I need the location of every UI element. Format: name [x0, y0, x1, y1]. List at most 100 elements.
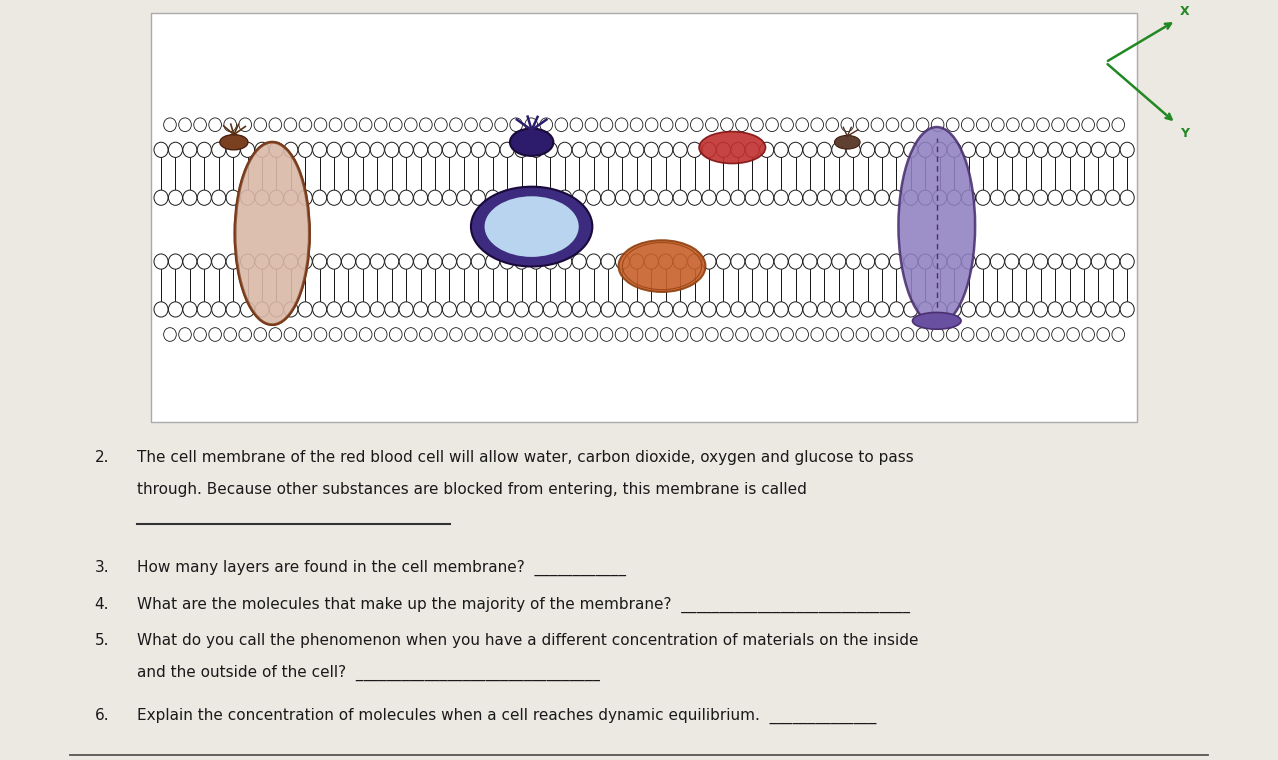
Ellipse shape [183, 302, 197, 317]
Ellipse shape [731, 190, 745, 205]
Ellipse shape [860, 190, 874, 205]
Ellipse shape [766, 328, 778, 341]
Ellipse shape [904, 142, 918, 157]
Ellipse shape [330, 118, 343, 131]
Ellipse shape [500, 190, 514, 205]
Ellipse shape [875, 302, 889, 317]
Ellipse shape [573, 254, 587, 269]
Ellipse shape [194, 118, 207, 131]
Ellipse shape [933, 254, 947, 269]
Ellipse shape [1091, 302, 1105, 317]
Ellipse shape [856, 118, 869, 131]
Ellipse shape [616, 190, 630, 205]
Ellipse shape [404, 328, 417, 341]
Ellipse shape [872, 118, 884, 131]
Ellipse shape [947, 190, 961, 205]
Ellipse shape [702, 302, 716, 317]
Ellipse shape [1105, 190, 1120, 205]
Ellipse shape [183, 190, 197, 205]
Ellipse shape [992, 118, 1005, 131]
Ellipse shape [254, 254, 268, 269]
Ellipse shape [1020, 302, 1034, 317]
Ellipse shape [774, 142, 789, 157]
Ellipse shape [341, 142, 355, 157]
Ellipse shape [901, 118, 914, 131]
Ellipse shape [1091, 190, 1105, 205]
Ellipse shape [1005, 142, 1019, 157]
Ellipse shape [702, 190, 716, 205]
Ellipse shape [1105, 254, 1120, 269]
Ellipse shape [1021, 118, 1034, 131]
Ellipse shape [239, 328, 252, 341]
FancyBboxPatch shape [151, 13, 1137, 422]
Ellipse shape [1036, 328, 1049, 341]
Ellipse shape [557, 190, 571, 205]
Ellipse shape [933, 190, 947, 205]
Ellipse shape [818, 254, 832, 269]
Ellipse shape [1077, 254, 1091, 269]
Ellipse shape [183, 254, 197, 269]
Ellipse shape [486, 190, 500, 205]
Ellipse shape [705, 328, 718, 341]
Ellipse shape [1112, 118, 1125, 131]
Ellipse shape [796, 328, 809, 341]
Text: 6.: 6. [95, 708, 109, 723]
Ellipse shape [515, 302, 529, 317]
Ellipse shape [781, 328, 794, 341]
Ellipse shape [573, 142, 587, 157]
Ellipse shape [803, 142, 817, 157]
Ellipse shape [976, 254, 990, 269]
Ellipse shape [226, 254, 240, 269]
Ellipse shape [1120, 254, 1135, 269]
Ellipse shape [486, 302, 500, 317]
Ellipse shape [1052, 118, 1065, 131]
Ellipse shape [240, 142, 254, 157]
Text: 2.: 2. [95, 450, 109, 465]
Ellipse shape [601, 190, 615, 205]
Ellipse shape [690, 118, 703, 131]
Ellipse shape [254, 118, 267, 131]
Ellipse shape [961, 302, 975, 317]
Ellipse shape [313, 190, 327, 205]
Ellipse shape [901, 328, 914, 341]
Ellipse shape [220, 135, 248, 150]
Ellipse shape [933, 302, 947, 317]
Ellipse shape [1062, 142, 1076, 157]
Ellipse shape [529, 190, 543, 205]
Ellipse shape [270, 190, 284, 205]
Ellipse shape [1034, 254, 1048, 269]
Ellipse shape [904, 190, 918, 205]
Ellipse shape [495, 328, 507, 341]
Ellipse shape [1062, 190, 1076, 205]
Ellipse shape [374, 328, 387, 341]
Ellipse shape [414, 190, 428, 205]
Ellipse shape [284, 328, 296, 341]
Ellipse shape [750, 118, 763, 131]
Ellipse shape [832, 302, 846, 317]
Ellipse shape [745, 142, 759, 157]
Ellipse shape [510, 128, 553, 156]
Ellipse shape [759, 142, 773, 157]
Ellipse shape [359, 328, 372, 341]
Ellipse shape [745, 302, 759, 317]
Ellipse shape [543, 190, 557, 205]
Ellipse shape [268, 328, 281, 341]
Ellipse shape [1048, 302, 1062, 317]
Ellipse shape [1112, 328, 1125, 341]
Ellipse shape [690, 328, 703, 341]
Ellipse shape [721, 118, 734, 131]
Ellipse shape [435, 328, 447, 341]
Ellipse shape [1062, 254, 1076, 269]
Ellipse shape [486, 254, 500, 269]
Ellipse shape [1077, 142, 1091, 157]
Ellipse shape [341, 254, 355, 269]
Ellipse shape [543, 142, 557, 157]
Ellipse shape [658, 254, 672, 269]
Ellipse shape [179, 118, 192, 131]
Ellipse shape [355, 190, 369, 205]
Ellipse shape [615, 328, 627, 341]
Ellipse shape [688, 302, 702, 317]
Ellipse shape [385, 302, 399, 317]
Ellipse shape [371, 254, 385, 269]
Ellipse shape [961, 190, 975, 205]
